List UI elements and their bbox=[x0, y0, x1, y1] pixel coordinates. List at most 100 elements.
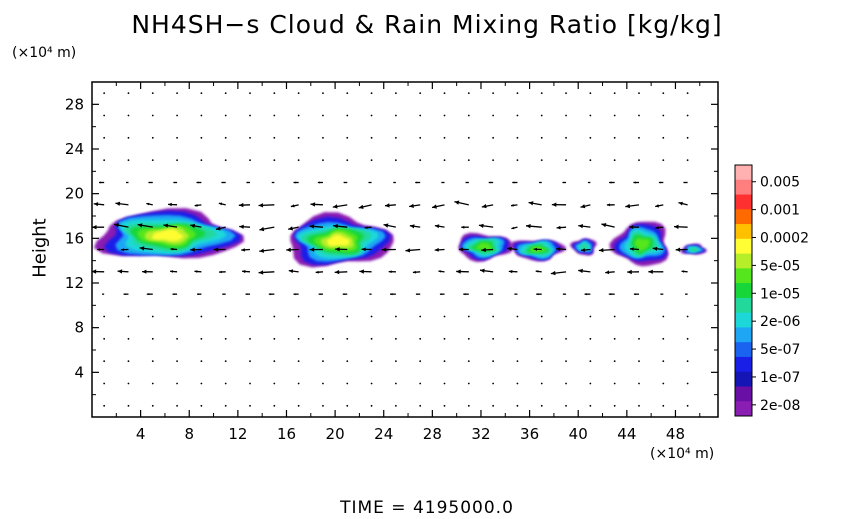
wind-vector bbox=[598, 248, 615, 253]
wind-vector bbox=[241, 248, 251, 252]
wind-vector bbox=[686, 404, 689, 407]
wind-vector bbox=[467, 136, 470, 139]
wind-vector bbox=[638, 92, 640, 95]
wind-vector-head bbox=[412, 270, 416, 274]
wind-vector bbox=[190, 247, 202, 252]
wind-vector-head bbox=[245, 293, 248, 295]
wind-vector-head bbox=[598, 248, 604, 253]
wind-vector-head bbox=[197, 293, 199, 295]
wind-vector-head bbox=[388, 270, 392, 274]
wind-vector bbox=[508, 269, 518, 274]
wind-vector bbox=[681, 270, 688, 273]
wind-vector bbox=[443, 360, 446, 363]
wind-vector bbox=[239, 224, 251, 229]
wind-vector bbox=[318, 293, 323, 295]
wind-vector bbox=[364, 226, 372, 229]
wind-vector bbox=[151, 159, 154, 162]
wind-vector bbox=[293, 181, 299, 184]
wind-vector bbox=[443, 382, 446, 385]
y-tick-label: 16 bbox=[65, 229, 84, 247]
wind-vector-head bbox=[629, 247, 634, 251]
wind-vector bbox=[458, 247, 469, 252]
wind-vector bbox=[343, 181, 348, 184]
wind-vector bbox=[478, 223, 494, 228]
wind-vector-head bbox=[358, 204, 364, 209]
wind-vector bbox=[346, 92, 349, 95]
wind-vector bbox=[629, 225, 640, 229]
wind-vector bbox=[540, 159, 543, 162]
wind-vector bbox=[200, 382, 203, 385]
wind-vector-head bbox=[461, 225, 465, 229]
wind-vector bbox=[613, 337, 616, 340]
wind-vector bbox=[200, 159, 203, 162]
wind-vector bbox=[137, 223, 153, 228]
colorbar-swatch bbox=[735, 209, 752, 225]
y-tick-label: 4 bbox=[74, 363, 84, 381]
wind-vector bbox=[224, 114, 227, 117]
wind-vector bbox=[245, 293, 251, 295]
wind-vector bbox=[609, 181, 615, 184]
wind-vector-head bbox=[456, 269, 461, 274]
wind-vector bbox=[638, 114, 640, 117]
wind-vector bbox=[419, 382, 422, 385]
wind-vector bbox=[613, 360, 616, 363]
wind-vector bbox=[151, 404, 154, 407]
wind-vector bbox=[434, 247, 445, 252]
wind-vector bbox=[461, 225, 469, 229]
wind-vector bbox=[516, 92, 519, 95]
cloud-contour bbox=[634, 238, 650, 251]
wind-vector-head bbox=[609, 181, 612, 184]
wind-vector bbox=[97, 248, 105, 251]
wind-vector bbox=[655, 226, 664, 230]
wind-vector bbox=[297, 360, 300, 363]
wind-vector bbox=[467, 315, 470, 318]
wind-vector-head bbox=[655, 204, 659, 208]
wind-vector bbox=[224, 360, 227, 363]
wind-vector-head bbox=[310, 202, 316, 207]
x-tick-label: 8 bbox=[184, 425, 194, 443]
wind-vector bbox=[633, 181, 639, 184]
wind-vector bbox=[224, 92, 227, 95]
colorbar-swatch bbox=[735, 194, 752, 210]
wind-vector bbox=[492, 404, 495, 407]
wind-vector-head bbox=[678, 201, 683, 206]
time-label: TIME = 4195000.0 bbox=[340, 498, 514, 518]
colorbar-label: 2e-08 bbox=[760, 398, 800, 414]
cloud-contour bbox=[151, 229, 184, 242]
wind-vector bbox=[127, 136, 130, 139]
wind-vector-head bbox=[536, 293, 539, 296]
colorbar-swatch bbox=[735, 179, 752, 195]
wind-vector bbox=[525, 224, 542, 229]
wind-vector-head bbox=[539, 182, 541, 183]
wind-vector-head bbox=[480, 268, 485, 273]
wind-vector bbox=[273, 337, 276, 340]
wind-vector-head bbox=[633, 293, 636, 296]
cloud-region bbox=[680, 243, 707, 255]
wind-vector bbox=[638, 159, 640, 162]
wind-vector-head bbox=[238, 202, 244, 208]
wind-vector-head bbox=[218, 202, 223, 206]
wind-vector-head bbox=[241, 248, 245, 252]
wind-vector bbox=[200, 337, 203, 340]
wind-vector bbox=[383, 223, 397, 228]
wind-vector bbox=[412, 270, 421, 274]
wind-vector bbox=[315, 270, 324, 274]
y-tick-label: 28 bbox=[65, 95, 84, 113]
wind-vector bbox=[613, 114, 616, 117]
wind-vector-head bbox=[315, 270, 319, 274]
wind-vector bbox=[589, 114, 592, 117]
wind-vector bbox=[297, 136, 300, 139]
wind-vector-head bbox=[432, 204, 437, 209]
wind-vector bbox=[151, 360, 154, 363]
wind-vector-head bbox=[390, 293, 393, 296]
wind-vector-head bbox=[507, 246, 512, 251]
wind-vector bbox=[686, 315, 689, 318]
wind-vector-head bbox=[246, 181, 248, 184]
wind-vector-head bbox=[194, 204, 198, 207]
wind-vector bbox=[200, 360, 203, 363]
wind-vector bbox=[675, 247, 688, 252]
wind-vector bbox=[481, 247, 494, 253]
wind-vector bbox=[249, 92, 251, 95]
wind-vector bbox=[540, 337, 543, 340]
